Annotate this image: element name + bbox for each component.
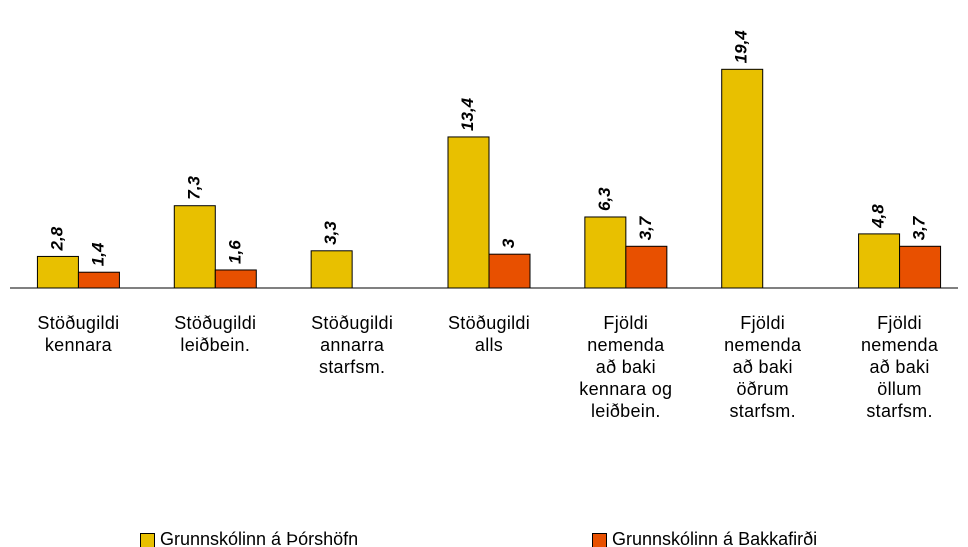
bar <box>721 68 764 289</box>
bar <box>36 255 79 289</box>
bar <box>310 250 353 289</box>
x-tick-label: Fjöldi nemenda að baki öðrum starfsm. <box>724 313 802 421</box>
value-label: 3,7 <box>910 215 929 240</box>
x-tick-label: Stöðugildi leiðbein. <box>174 313 257 355</box>
bar <box>625 245 668 289</box>
value-label: 3,3 <box>321 221 340 245</box>
value-label: 3 <box>499 238 518 248</box>
bar <box>584 216 627 289</box>
value-label: 2,8 <box>47 226 66 251</box>
value-label: 1,6 <box>225 240 244 264</box>
x-tick-label: Stöðugildi kennara <box>37 313 120 355</box>
x-tick-label: Stöðugildi annarra starfsm. <box>311 313 394 377</box>
legend-label: Grunnskólinn á Þórshöfn <box>160 529 359 547</box>
bar <box>214 269 257 289</box>
bar <box>447 136 490 289</box>
value-label: 19,4 <box>732 30 751 64</box>
bar <box>858 233 901 289</box>
value-label: 6,3 <box>595 187 614 211</box>
legend-label: Grunnskólinn á Bakkafirði <box>612 529 818 547</box>
x-tick-label: Fjöldi nemenda að baki kennara og leiðbe… <box>579 313 673 421</box>
legend-swatch <box>140 533 155 547</box>
value-label: 1,4 <box>88 242 107 266</box>
value-label: 3,7 <box>636 215 655 240</box>
value-label: 4,8 <box>869 204 888 229</box>
value-label: 13,4 <box>458 97 477 131</box>
bar <box>899 245 942 289</box>
x-tick-label: Fjöldi nemenda að baki öllum starfsm. <box>860 313 939 421</box>
bar <box>77 271 120 289</box>
x-tick-label: Stöðugildi alls <box>447 313 531 355</box>
bar <box>173 205 216 289</box>
value-label: 7,3 <box>184 176 203 200</box>
bar <box>488 253 531 289</box>
legend-swatch <box>592 533 607 547</box>
